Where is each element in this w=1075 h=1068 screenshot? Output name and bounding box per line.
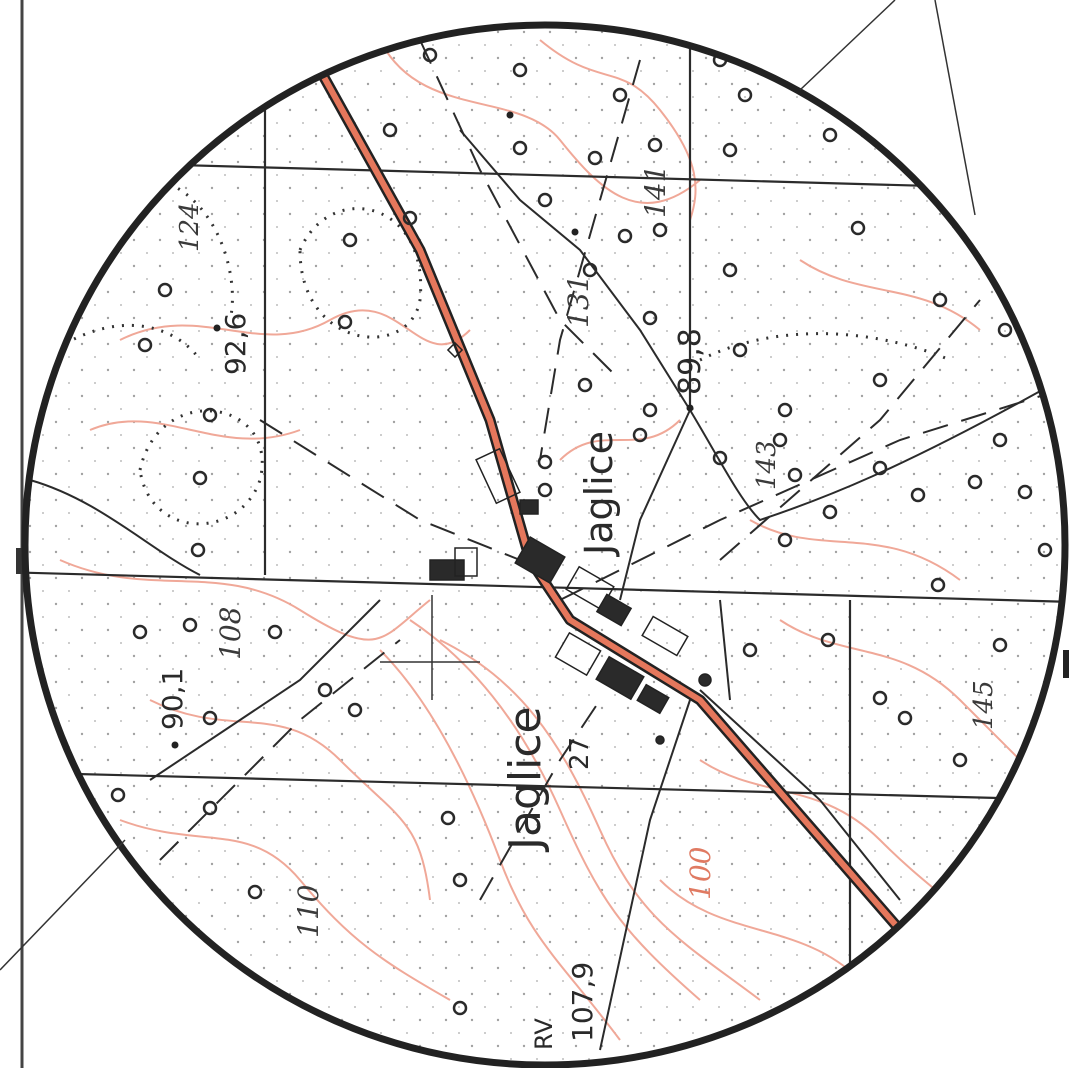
- spot-heights: [171, 111, 694, 749]
- tree-markers: [110, 47, 1053, 1016]
- map-labels: Jaglice Jaglice 124 92,6 131 141 89,8 14…: [156, 165, 999, 1050]
- village-label-lower: Jaglice: [500, 706, 551, 853]
- village-buildings: [429, 341, 712, 745]
- elevation-108: 108: [214, 607, 247, 660]
- frame-tick-right: [1063, 650, 1069, 678]
- dotted-boundaries: [39, 178, 951, 526]
- crosshair: [380, 595, 480, 700]
- elevation-92-6: 92,6: [219, 313, 252, 375]
- elevation-89-8: 89,8: [673, 328, 708, 395]
- rv-marker: RV: [530, 1018, 558, 1050]
- elevation-27: 27: [565, 737, 595, 770]
- elevation-143: 143: [752, 440, 782, 490]
- leader-lines: [0, 0, 976, 971]
- elevation-131: 131: [562, 275, 595, 328]
- contour-lines: [59, 39, 1061, 1041]
- village-label-upper: Jaglice: [577, 431, 621, 557]
- elevation-141: 141: [639, 165, 672, 218]
- paths-solid: [29, 129, 1061, 1051]
- elevation-124: 124: [175, 202, 205, 252]
- elevation-100: 100: [684, 847, 717, 900]
- elevation-110: 110: [292, 885, 325, 938]
- map-frame-circle: [21, 21, 1069, 1068]
- elevation-145: 145: [969, 680, 999, 730]
- elevation-107-9: 107,9: [566, 962, 599, 1042]
- elevation-90-1: 90,1: [156, 668, 189, 730]
